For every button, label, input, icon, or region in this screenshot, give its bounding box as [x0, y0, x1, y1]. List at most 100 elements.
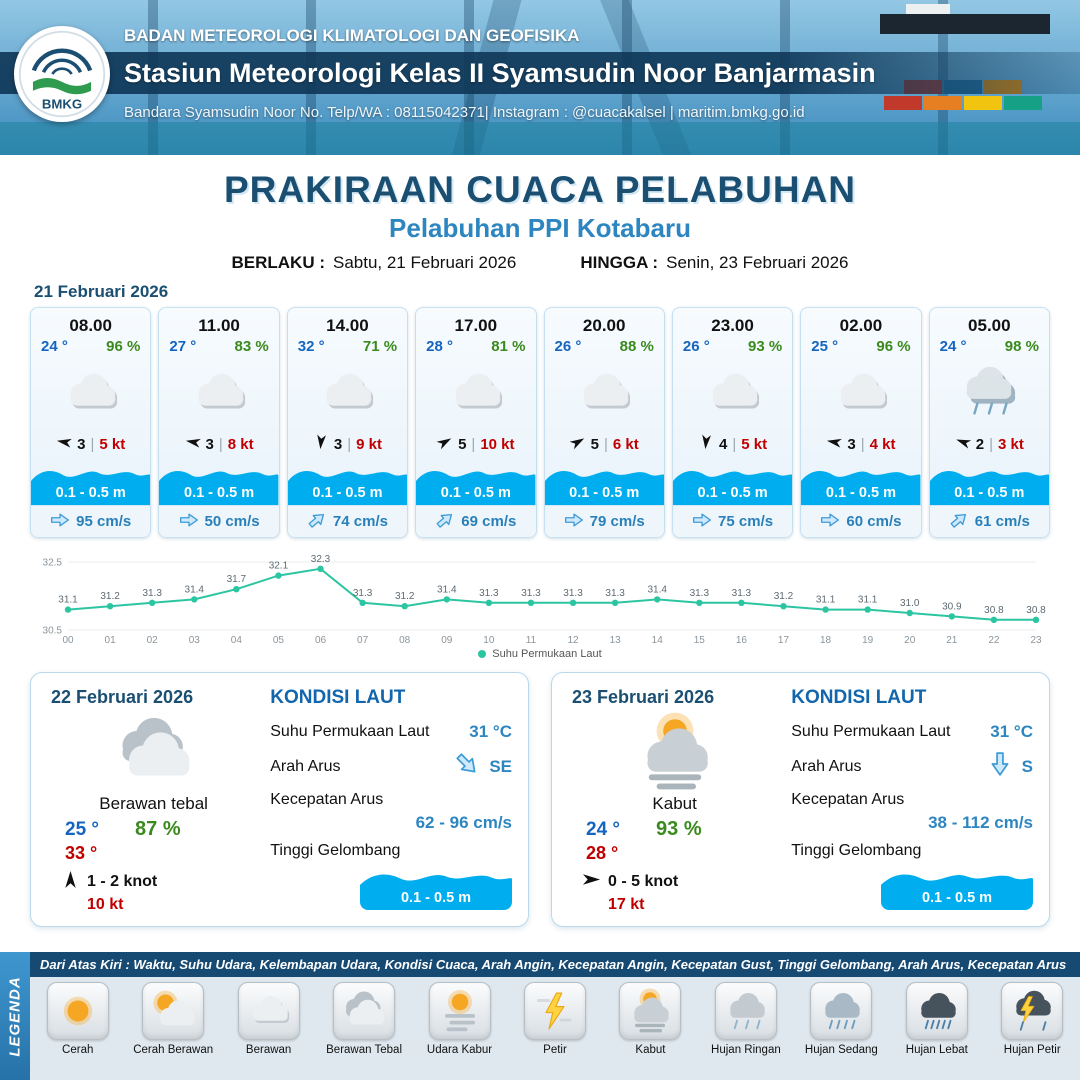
- wave-height-band: 0.1 - 0.5 m: [287, 461, 408, 505]
- temp-humidity-row: 26 ° 88 %: [545, 336, 664, 355]
- wind-separator: |: [471, 435, 476, 453]
- temp-humidity-row: 25 ° 96 %: [801, 336, 920, 355]
- wave-height-value: 0.1 - 0.5 m: [312, 485, 383, 501]
- svg-text:18: 18: [820, 635, 832, 646]
- wind-value: 3: [205, 435, 214, 453]
- current-direction-icon: [179, 510, 199, 534]
- temp-humidity-row: 24 ° 98 %: [930, 336, 1049, 355]
- wave-height-graphic: 0.1 - 0.5 m: [360, 864, 512, 910]
- legend-item: Hujan Ringan: [700, 982, 792, 1057]
- day-wind-value: 0 - 5 knot: [608, 873, 679, 890]
- wave-height-value: 0.1 - 0.5 m: [825, 485, 896, 501]
- wave-height-value: 0.1 - 0.5 m: [697, 485, 768, 501]
- day-wind-row: 1 - 2 knot: [61, 870, 256, 894]
- svg-text:06: 06: [315, 635, 327, 646]
- wave-height-band: 0.1 - 0.5 m: [672, 461, 793, 505]
- svg-text:31.0: 31.0: [900, 598, 920, 609]
- legend-item: Hujan Petir: [986, 982, 1078, 1057]
- weather-icon: [288, 355, 407, 431]
- chart-legend: Suhu Permukaan Laut: [0, 648, 1080, 660]
- svg-text:32.5: 32.5: [43, 558, 63, 569]
- svg-text:31.4: 31.4: [185, 584, 205, 595]
- bmkg-logo-text: BMKG: [42, 96, 82, 111]
- legend-weather-icon: [46, 982, 109, 1040]
- svg-text:31.1: 31.1: [816, 595, 836, 606]
- sst-label: Suhu Permukaan Laut: [270, 723, 430, 740]
- wave-graphic: [801, 461, 921, 505]
- day-cards-row: 22 Februari 2026 Berawan tebal 25 ° 87 %…: [30, 672, 1050, 927]
- wave-height-band: 0.1 - 0.5 m: [416, 461, 536, 505]
- wind-row: 3 | 8 kt: [159, 431, 278, 457]
- sst-chart: 30.5 32.5 31.1 00 31.2 01 31.3 02 31.4 03 31.7 04 32…: [30, 546, 1050, 646]
- wave-height-row: Tinggi Gelombang: [270, 842, 512, 860]
- legend-weather-icon: [333, 982, 396, 1040]
- svg-text:21: 21: [946, 635, 958, 646]
- legend-item: Cerah: [32, 982, 124, 1057]
- legend-item-label: Cerah: [62, 1044, 94, 1056]
- day-date: 23 Februari 2026: [572, 687, 715, 707]
- wind-row: 5 | 6 kt: [545, 431, 664, 457]
- header: BMKG BADAN METEOROLOGI KLIMATOLOGI DAN G…: [0, 0, 1080, 155]
- day-date: 22 Februari 2026: [51, 687, 194, 707]
- validity-until: HINGGA : Senin, 23 Februari 2026: [580, 253, 848, 273]
- svg-text:31.2: 31.2: [100, 591, 120, 602]
- svg-text:19: 19: [862, 635, 874, 646]
- day-temp-max: 28 °: [586, 843, 619, 863]
- legend-item-label: Kabut: [635, 1044, 666, 1056]
- weather-icon: [416, 355, 535, 431]
- temp-humidity-row: 27 ° 83 %: [159, 336, 278, 355]
- temperature-value: 24 °: [939, 338, 967, 355]
- svg-text:16: 16: [736, 635, 748, 646]
- day-humidity: 87 %: [135, 818, 181, 840]
- wave-graphic: [544, 461, 664, 505]
- svg-text:07: 07: [357, 635, 369, 646]
- wind-row: 5 | 10 kt: [416, 431, 535, 457]
- current-row: 74 cm/s: [287, 505, 408, 537]
- current-direction-value: S: [1021, 756, 1033, 776]
- svg-text:31.7: 31.7: [227, 574, 247, 585]
- wind-separator: |: [860, 435, 865, 453]
- wave-height-value: 0.1 - 0.5 m: [440, 485, 511, 501]
- day-condition: Kabut: [652, 794, 697, 813]
- current-speed-value: 61 cm/s: [974, 513, 1030, 530]
- wind-direction-icon: [185, 434, 201, 454]
- day-humidity: 93 %: [656, 818, 702, 840]
- sea-conditions-title: KONDISI LAUT: [791, 687, 927, 708]
- day-summary-card: 23 Februari 2026 Kabut 24 ° 93 % 28 ° 0 …: [551, 672, 1050, 927]
- current-row: 69 cm/s: [416, 505, 536, 537]
- wind-speed: 5 kt: [99, 435, 126, 453]
- forecast-time: 05.00: [968, 316, 1011, 335]
- svg-text:31.3: 31.3: [605, 588, 625, 599]
- header-band: [0, 52, 1080, 94]
- legend-vertical-strip: LEGENDA: [0, 952, 30, 1080]
- forecast-time: 23.00: [711, 316, 754, 335]
- svg-text:23: 23: [1030, 635, 1042, 646]
- day-gust-value: 10 kt: [87, 896, 124, 913]
- legend-item-label: Udara Kabur: [426, 1044, 493, 1056]
- svg-text:15: 15: [694, 635, 706, 646]
- day-wind-row: 0 - 5 knot: [582, 870, 777, 894]
- wind-value: 3: [333, 435, 343, 453]
- current-direction-icon: [949, 510, 969, 534]
- svg-text:17: 17: [778, 635, 790, 646]
- day-gust-value: 17 kt: [608, 896, 645, 913]
- sst-value: 31 °C: [469, 722, 512, 741]
- page-subtitle: Pelabuhan PPI Kotabaru: [389, 213, 691, 243]
- sst-row: Suhu Permukaan Laut 31 °C: [791, 722, 1033, 742]
- weather-icon: [31, 355, 150, 431]
- current-direction: S: [987, 751, 1033, 782]
- weather-icon: [930, 355, 1049, 431]
- current-direction-icon: [50, 510, 70, 534]
- legend-item: Cerah Berawan: [127, 982, 219, 1057]
- day-wind-value: 1 - 2 knot: [87, 873, 158, 890]
- weather-icon: [159, 355, 278, 431]
- legend-body: Dari Atas Kiri : Waktu, Suhu Udara, Kele…: [30, 952, 1080, 1080]
- wind-direction-icon: [955, 434, 972, 454]
- legend-item-label: Hujan Sedang: [804, 1044, 878, 1056]
- sst-value: 31 °C: [990, 722, 1033, 741]
- temperature-value: 32 °: [297, 338, 325, 355]
- berlaku-value: Sabtu, 21 Februari 2026: [332, 253, 517, 272]
- legend-item: Udara Kabur: [414, 982, 506, 1057]
- forecast-time: 17.00: [454, 316, 498, 335]
- current-speed-label: Kecepatan Arus: [791, 791, 905, 808]
